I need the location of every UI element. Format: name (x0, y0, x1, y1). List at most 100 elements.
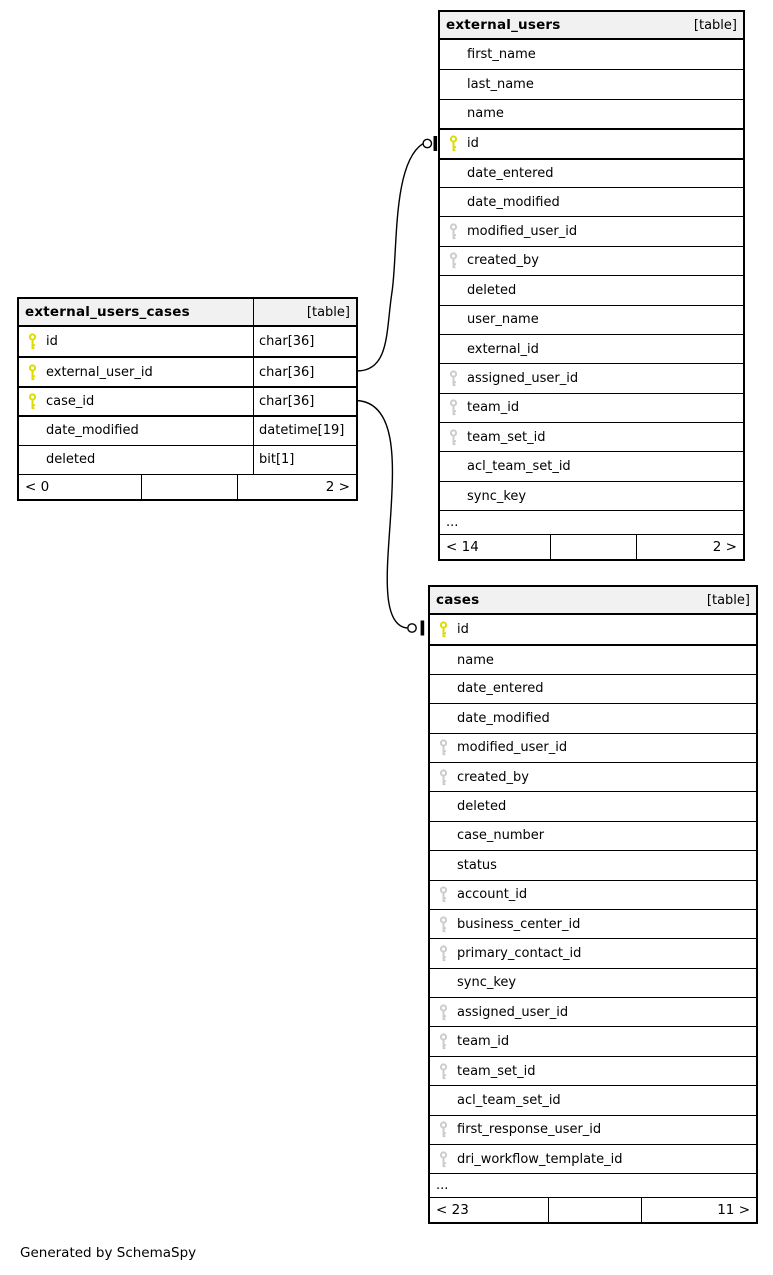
column-name: name (457, 652, 494, 668)
key-spacer (440, 482, 467, 510)
foreign-key-icon (440, 423, 467, 451)
one-endpoint-icon (433, 136, 438, 151)
column-name: external_user_id (46, 364, 153, 380)
column-row-acl_team_set_id: acl_team_set_id (440, 451, 743, 481)
column-row-case_id: case_id char[36] (19, 385, 356, 416)
column-row-name: name (430, 644, 756, 674)
column-row-deleted: deleted (430, 791, 756, 821)
fk-connector-case-id (356, 399, 408, 629)
table-type-badge: [table] (693, 17, 737, 33)
column-name: modified_user_id (457, 740, 568, 756)
column-row-dri_workflow_template_id: dri_workflow_template_id (430, 1144, 756, 1174)
column-name: dri_workflow_template_id (457, 1151, 623, 1167)
foreign-key-icon (440, 217, 467, 245)
column-name: date_modified (46, 423, 139, 439)
column-name: team_id (457, 1034, 510, 1050)
column-row-last_name: last_name (440, 69, 743, 99)
column-row-date_modified: date_modified datetime[19] (19, 415, 356, 445)
column-row-date_entered: date_entered (430, 673, 756, 704)
column-name: first_name (467, 47, 536, 63)
column-row-external_user_id: external_user_id char[36] (19, 356, 356, 386)
column-name: id (46, 334, 58, 350)
key-spacer (430, 969, 457, 997)
column-list: id name date_entered date_modified modified_… (430, 615, 756, 1174)
column-row-assigned_user_id: assigned_user_id (430, 997, 756, 1027)
column-row-primary_contact_id: primary_contact_id (430, 938, 756, 968)
column-name: deleted (457, 799, 507, 815)
table-external-users-cases[interactable]: external_users_cases [table] id char[36] e… (17, 297, 358, 501)
key-spacer (440, 452, 467, 480)
column-type: char[36] (259, 364, 315, 380)
foreign-key-icon (430, 1057, 457, 1085)
key-spacer (19, 417, 46, 444)
table-type-badge: [table] (706, 592, 750, 608)
column-name: id (457, 622, 469, 638)
key-spacer (430, 792, 457, 820)
fk-connector-external-user-id (356, 143, 423, 372)
foreign-key-icon (430, 910, 457, 938)
zero-endpoint-icon (422, 138, 433, 149)
table-external-users[interactable]: external_users [table] first_name last_na… (438, 10, 745, 562)
key-spacer (19, 446, 46, 474)
column-name: acl_team_set_id (457, 1092, 561, 1108)
table-header[interactable]: external_users [table] (440, 12, 743, 40)
primary-key-icon (440, 130, 467, 157)
table-title: cases (436, 592, 480, 608)
key-spacer (430, 851, 457, 879)
key-spacer (440, 335, 467, 363)
column-name: team_set_id (457, 1063, 536, 1079)
table-cases[interactable]: cases [table] id name date_entered date_mod… (428, 585, 758, 1225)
one-endpoint-icon (420, 620, 425, 636)
column-row-case_number: case_number (430, 820, 756, 851)
pager-hidden-columns: < 0 (19, 474, 142, 499)
primary-key-icon (19, 388, 46, 415)
column-name: primary_contact_id (457, 945, 582, 961)
pager-spacer (142, 474, 239, 499)
column-row-date_modified: date_modified (440, 186, 743, 217)
column-row-date_entered: date_entered (440, 157, 743, 187)
key-spacer (430, 675, 457, 703)
key-spacer (440, 40, 467, 69)
pager-relationships: 2 > (712, 539, 737, 556)
foreign-key-icon (430, 939, 457, 967)
column-row-acl_team_set_id: acl_team_set_id (430, 1085, 756, 1115)
column-name: case_id (46, 393, 95, 409)
column-name: first_response_user_id (457, 1122, 602, 1138)
column-row-assigned_user_id: assigned_user_id (440, 363, 743, 393)
column-row-team_set_id: team_set_id (440, 422, 743, 452)
column-name: date_modified (457, 710, 550, 726)
column-row-deleted: deleted (440, 275, 743, 305)
column-name: case_number (457, 828, 545, 844)
foreign-key-icon (430, 763, 457, 791)
foreign-key-icon (440, 247, 467, 275)
column-row-team_set_id: team_set_id (430, 1055, 756, 1086)
more-columns-ellipsis: ... (430, 1173, 756, 1197)
column-name: external_id (467, 341, 539, 357)
column-row-status: status (430, 850, 756, 880)
key-spacer (430, 822, 457, 850)
column-row-external_id: external_id (440, 333, 743, 364)
column-list: id char[36] external_user_id char[36] case_i… (19, 327, 356, 474)
column-name: created_by (467, 253, 539, 269)
column-type: char[36] (259, 334, 315, 350)
pager-relationships: 2 > (325, 478, 350, 495)
foreign-key-icon (430, 1145, 457, 1173)
pager-hidden-columns: < 14 (440, 535, 551, 560)
key-spacer (440, 188, 467, 216)
primary-key-icon (19, 327, 46, 356)
table-header[interactable]: external_users_cases [table] (19, 299, 356, 327)
column-name: name (467, 106, 504, 122)
column-name: team_id (467, 400, 520, 416)
column-name: account_id (457, 887, 528, 903)
key-spacer (440, 100, 467, 128)
column-row-id: id (430, 615, 756, 645)
table-pager: < 0 2 > (19, 473, 356, 499)
table-pager: < 14 2 > (440, 534, 743, 560)
foreign-key-icon (430, 734, 457, 762)
table-type-badge: [table] (306, 304, 350, 320)
key-spacer (440, 70, 467, 98)
column-name: status (457, 857, 497, 873)
column-list: first_name last_name name id date_entered dat… (440, 40, 743, 511)
schemaspy-credit: Generated by SchemaSpy (20, 1245, 197, 1261)
table-header[interactable]: cases [table] (430, 587, 756, 615)
